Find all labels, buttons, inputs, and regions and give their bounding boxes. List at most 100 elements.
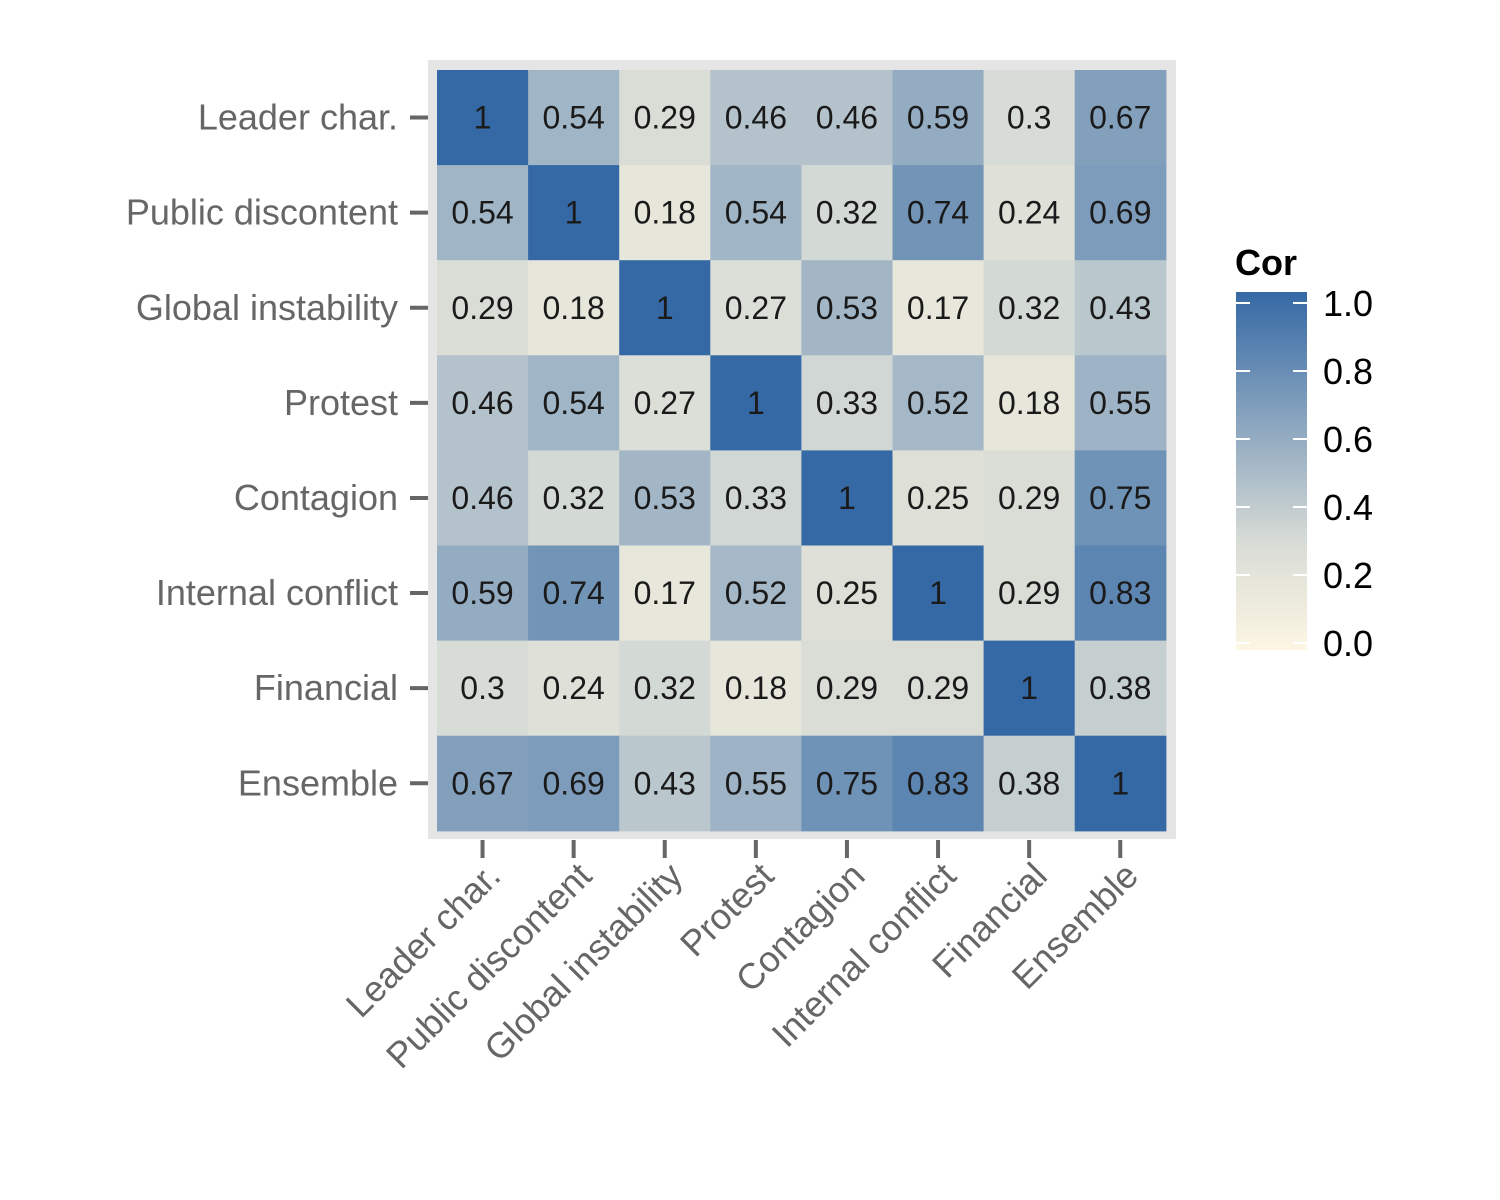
heatmap-cell xyxy=(1074,70,1167,166)
heatmap-cell xyxy=(619,450,711,547)
heatmap-cell xyxy=(528,165,620,261)
legend-tick-label: 0.4 xyxy=(1323,487,1373,528)
heatmap-cell xyxy=(983,735,1076,832)
heatmap-cell xyxy=(710,70,802,166)
y-tick-label: Leader char. xyxy=(198,97,398,138)
heatmap-cell xyxy=(892,165,985,261)
heatmap-cell xyxy=(710,545,802,642)
heatmap-cells xyxy=(437,70,1167,832)
heatmap-cell xyxy=(801,545,894,642)
cell-value-label: 1 xyxy=(929,575,947,611)
cell-value-label: 0.75 xyxy=(1089,480,1151,516)
heatmap-cell xyxy=(710,165,802,261)
heatmap-cell xyxy=(528,735,620,832)
heatmap-cell xyxy=(710,450,802,547)
cell-value-label: 0.46 xyxy=(816,100,878,136)
heatmap-cell xyxy=(710,260,802,356)
cell-value-label: 0.32 xyxy=(998,290,1060,326)
cell-value-label: 0.32 xyxy=(543,480,605,516)
cell-value-label: 0.46 xyxy=(451,385,513,421)
cell-value-label: 1 xyxy=(656,290,674,326)
heatmap-cell xyxy=(437,640,529,737)
cell-value-label: 1 xyxy=(747,385,765,421)
cell-value-label: 0.69 xyxy=(543,765,605,801)
heatmap-cell xyxy=(892,260,985,356)
y-tick-label: Contagion xyxy=(234,477,398,518)
cell-value-label: 0.38 xyxy=(998,765,1060,801)
heatmap-cell xyxy=(619,165,711,261)
cell-value-label: 0.54 xyxy=(451,195,513,231)
cell-value-label: 0.29 xyxy=(998,575,1060,611)
legend-title: Cor xyxy=(1235,242,1297,283)
cell-value-label: 1 xyxy=(838,480,856,516)
cell-value-label: 0.25 xyxy=(816,575,878,611)
heatmap-cell xyxy=(437,450,529,547)
cell-value-label: 0.54 xyxy=(543,385,605,421)
heatmap-cell xyxy=(528,70,620,166)
heatmap-cell xyxy=(892,735,985,832)
cell-value-label: 0.67 xyxy=(1089,100,1151,136)
cell-value-label: 0.32 xyxy=(634,670,696,706)
heatmap-cell xyxy=(801,165,894,261)
heatmap-cell xyxy=(528,545,620,642)
legend-tick-label: 1.0 xyxy=(1323,283,1373,324)
cell-value-label: 1 xyxy=(474,100,492,136)
heatmap-cell xyxy=(710,735,802,832)
y-tick-label: Ensemble xyxy=(238,762,398,803)
heatmap-cell xyxy=(892,545,985,642)
heatmap-cell xyxy=(983,545,1076,642)
heatmap-cell xyxy=(710,355,802,451)
cell-value-label: 0.29 xyxy=(816,670,878,706)
heatmap-cell xyxy=(1074,165,1167,261)
cell-value-label: 0.38 xyxy=(1089,670,1151,706)
heatmap-cell xyxy=(801,735,894,832)
heatmap-cell xyxy=(528,450,620,547)
heatmap-cell xyxy=(619,545,711,642)
heatmap-cell xyxy=(619,260,711,356)
heatmap-cell xyxy=(1074,450,1167,547)
cell-value-label: 0.18 xyxy=(725,670,787,706)
heatmap-cell xyxy=(710,640,802,737)
legend-colorbar xyxy=(1236,292,1307,650)
legend-tick-label: 0.8 xyxy=(1323,351,1373,392)
heatmap-cell xyxy=(892,640,985,737)
cell-value-label: 0.18 xyxy=(634,195,696,231)
heatmap-cell xyxy=(437,735,529,832)
cell-value-label: 0.54 xyxy=(543,100,605,136)
cell-value-label: 0.3 xyxy=(1007,100,1051,136)
cell-value-label: 0.18 xyxy=(543,290,605,326)
cell-value-label: 0.24 xyxy=(998,195,1060,231)
cell-value-label: 0.43 xyxy=(634,765,696,801)
legend-tick-label: 0.0 xyxy=(1323,623,1373,664)
cell-value-label: 0.54 xyxy=(725,195,787,231)
heatmap-cell xyxy=(892,450,985,547)
cell-value-label: 0.17 xyxy=(907,290,969,326)
heatmap-cell xyxy=(983,355,1076,451)
heatmap-cell-labels: 1 0.54 0.29 0.46 0.46 0.59 0.3 0.67 0.54 1 0.18 0.5… xyxy=(451,100,1151,802)
cell-value-label: 0.75 xyxy=(816,765,878,801)
heatmap-cell xyxy=(801,70,894,166)
heatmap-cell xyxy=(1074,545,1167,642)
heatmap-cell xyxy=(1074,640,1167,737)
cell-value-label: 0.3 xyxy=(460,670,504,706)
heatmap-cell xyxy=(437,355,529,451)
color-legend: Cor 0.0 0.2 0.4 0.6 0.8 1.0 xyxy=(1235,242,1373,664)
heatmap-cell xyxy=(983,450,1076,547)
cell-value-label: 0.33 xyxy=(816,385,878,421)
cell-value-label: 0.27 xyxy=(725,290,787,326)
cell-value-label: 0.46 xyxy=(451,480,513,516)
heatmap-cell xyxy=(437,545,529,642)
heatmap-cell xyxy=(1074,260,1167,356)
heatmap-cell xyxy=(892,355,985,451)
cell-value-label: 0.59 xyxy=(907,100,969,136)
heatmap-cell xyxy=(619,355,711,451)
cell-value-label: 1 xyxy=(1020,670,1038,706)
cell-value-label: 0.52 xyxy=(725,575,787,611)
y-tick-label: Global instability xyxy=(136,287,398,328)
heatmap-cell xyxy=(801,355,894,451)
cell-value-label: 0.32 xyxy=(816,195,878,231)
cell-value-label: 0.29 xyxy=(998,480,1060,516)
heatmap-cell xyxy=(437,70,529,166)
cell-value-label: 0.52 xyxy=(907,385,969,421)
